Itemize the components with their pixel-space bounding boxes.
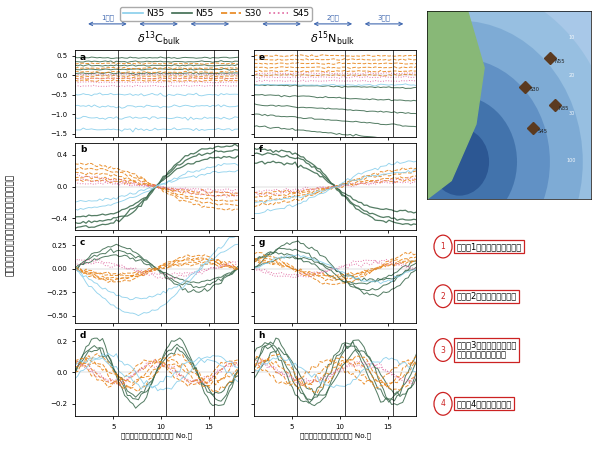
Circle shape — [402, 96, 517, 228]
Text: モード3：沿岸から沖合へ
　移動するタイミング: モード3：沿岸から沖合へ 移動するタイミング — [456, 340, 517, 360]
Text: N55: N55 — [554, 59, 565, 64]
Text: S30: S30 — [529, 87, 539, 92]
Text: 2: 2 — [440, 292, 445, 301]
Text: a: a — [80, 53, 86, 62]
Polygon shape — [427, 11, 484, 199]
Text: モード1：地点間での個体差: モード1：地点間での個体差 — [456, 242, 521, 251]
Text: d: d — [80, 331, 86, 340]
Text: 1: 1 — [440, 242, 445, 251]
Text: $\delta^{15}$N$_\mathregular{bulk}$: $\delta^{15}$N$_\mathregular{bulk}$ — [310, 29, 355, 48]
Text: 2年目: 2年目 — [152, 14, 165, 21]
Circle shape — [336, 21, 583, 303]
Text: 100: 100 — [566, 158, 576, 163]
Text: 3: 3 — [440, 346, 445, 355]
Circle shape — [430, 128, 489, 196]
Text: g: g — [259, 238, 265, 248]
Text: c: c — [80, 238, 85, 248]
Text: 1年目: 1年目 — [275, 14, 288, 21]
Text: h: h — [259, 331, 265, 340]
Text: S45: S45 — [538, 129, 548, 134]
Legend: N35, N55, S30, S45: N35, N55, S30, S45 — [120, 7, 312, 21]
Text: 30: 30 — [568, 111, 574, 116]
Text: N35: N35 — [559, 106, 569, 111]
Circle shape — [303, 0, 600, 341]
X-axis label: 椎体中心からの距離（分画 No.）: 椎体中心からの距離（分画 No.） — [121, 432, 192, 439]
Text: 10: 10 — [568, 36, 574, 40]
Text: $\delta^{13}$C$_\mathregular{bulk}$: $\delta^{13}$C$_\mathregular{bulk}$ — [137, 29, 181, 48]
Circle shape — [434, 235, 452, 258]
Text: 4: 4 — [440, 399, 445, 408]
Text: 20: 20 — [568, 73, 574, 78]
X-axis label: 椎体中心からの距離（分画 No.）: 椎体中心からの距離（分画 No.） — [299, 432, 371, 439]
Text: e: e — [259, 53, 265, 62]
Circle shape — [369, 58, 550, 265]
Text: モード4：季節的な変化: モード4：季節的な変化 — [456, 399, 511, 408]
Circle shape — [434, 339, 452, 361]
Circle shape — [434, 285, 452, 308]
Text: モード2：成長に伴う変化: モード2：成長に伴う変化 — [456, 292, 517, 301]
Text: f: f — [259, 145, 263, 154]
Text: 1年目: 1年目 — [101, 14, 114, 21]
Circle shape — [434, 392, 452, 415]
Text: b: b — [80, 145, 86, 154]
Text: 3年目: 3年目 — [203, 14, 217, 21]
Text: 2年目: 2年目 — [326, 14, 339, 21]
Text: 各モードにおける同位体比の変化の相対値: 各モードにおける同位体比の変化の相対値 — [6, 174, 16, 276]
Text: 3年目: 3年目 — [377, 14, 391, 21]
